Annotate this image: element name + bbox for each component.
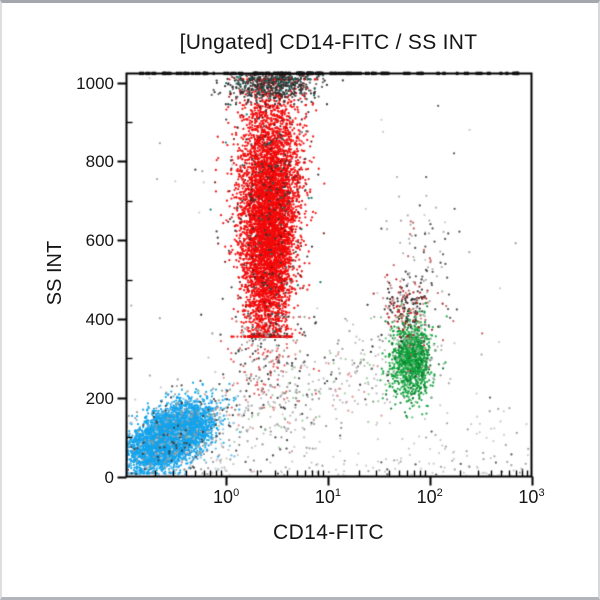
x-tick-label: 103 [518,486,545,507]
y-tick-label: 600 [85,231,114,251]
y-tick-label: 0 [104,467,114,487]
x-tick-label: 100 [213,486,240,507]
y-tick-label: 400 [85,309,114,329]
y-tick-label: 800 [85,152,114,172]
x-tick-label: 102 [416,486,443,507]
y-tick-label: 200 [85,388,114,408]
y-tick-label: 1000 [76,73,114,93]
scatter-plot-canvas [2,3,598,597]
x-tick-label: 101 [314,486,341,507]
